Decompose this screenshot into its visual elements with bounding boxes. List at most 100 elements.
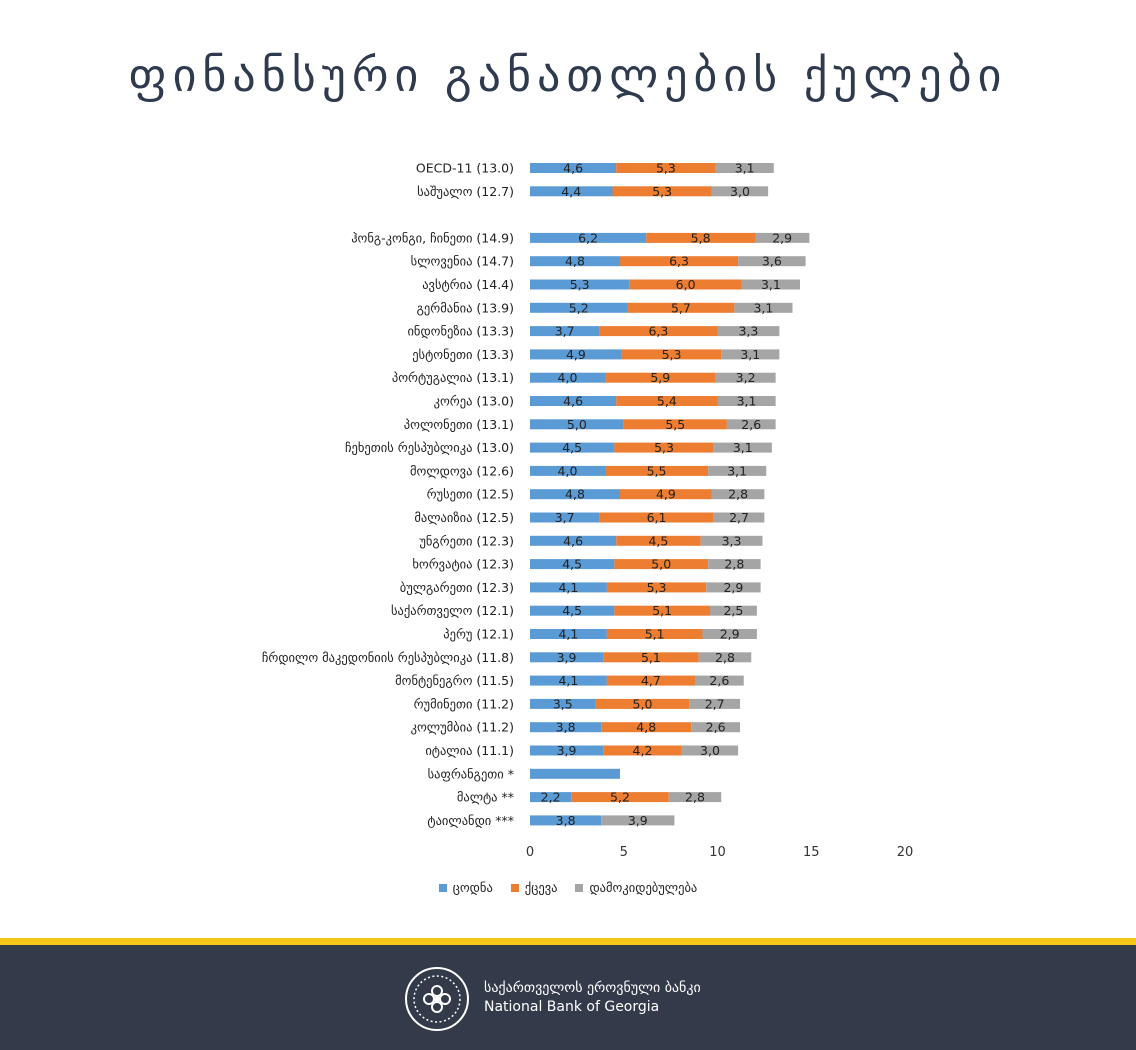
bar-segment <box>616 163 716 173</box>
data-label: 4,0 <box>558 370 578 385</box>
data-label: 4,6 <box>563 161 583 176</box>
data-label: 2,6 <box>706 720 726 735</box>
data-label: 4,8 <box>565 487 585 502</box>
data-label: 4,7 <box>641 673 661 688</box>
bar-segment <box>530 512 600 523</box>
bar-segment <box>606 675 695 686</box>
data-label: 4,6 <box>563 533 583 548</box>
category-label: ინდონეზია (13.3) <box>407 324 514 339</box>
bar-segment <box>715 163 774 173</box>
data-label: 5,0 <box>567 417 587 432</box>
category-label: საფრანგეთი * <box>428 766 514 781</box>
bar-segment <box>614 559 709 570</box>
bar-segment <box>681 745 739 756</box>
data-label: 2,8 <box>724 557 744 572</box>
bar-segment <box>710 605 757 616</box>
bar-segment <box>530 582 607 593</box>
bar-segment <box>616 535 701 546</box>
data-label: 3,9 <box>557 743 577 758</box>
data-label: 4,5 <box>562 603 582 618</box>
category-label: სლოვენია (14.7) <box>411 254 514 269</box>
data-label: 5,4 <box>657 394 677 409</box>
bar-segment <box>717 326 780 337</box>
bar-segment <box>530 768 620 779</box>
category-label: იტალია (11.1) <box>425 743 514 758</box>
data-label: 3,1 <box>753 300 773 315</box>
bar-segment <box>530 559 615 570</box>
bar-segment <box>530 465 605 476</box>
bar-segment <box>599 326 718 337</box>
bar-segment <box>530 419 624 430</box>
data-label: 6,0 <box>676 277 696 292</box>
data-label: 2,5 <box>723 603 743 618</box>
category-label: კორეა (13.0) <box>434 394 514 409</box>
x-tick-label: 5 <box>620 845 628 860</box>
data-label: 3,7 <box>555 324 575 339</box>
category-label: ჰონგ-კონგი, ჩინეთი (14.9) <box>351 230 514 245</box>
data-label: 4,8 <box>636 720 656 735</box>
data-label: 3,6 <box>762 254 782 269</box>
data-label: 3,1 <box>727 463 747 478</box>
bar-segment <box>741 279 800 290</box>
data-label: 3,1 <box>737 394 757 409</box>
bar-segment <box>530 652 604 663</box>
bar-segment <box>605 372 716 383</box>
bar-segment <box>713 442 772 453</box>
bar-segment <box>530 256 620 267</box>
bar-segment <box>755 232 810 243</box>
data-label: 4,0 <box>558 463 578 478</box>
category-label: რუმინეთი (11.2) <box>414 696 514 711</box>
data-label: 3,9 <box>557 650 577 665</box>
category-label: OECD-11 (13.0) <box>416 161 514 176</box>
category-label: მალაიზია (12.5) <box>414 510 514 525</box>
data-label: 4,1 <box>558 580 578 595</box>
bar-segment <box>530 792 572 803</box>
bar-segment <box>530 815 602 826</box>
category-label: საქართველო (12.1) <box>391 603 514 618</box>
bar-segment <box>708 559 761 570</box>
bar-segment <box>603 745 682 756</box>
bar-segment <box>713 512 765 523</box>
legend-label: ქცევა <box>524 880 558 895</box>
data-label: 3,8 <box>556 720 576 735</box>
bar-segment <box>702 629 757 639</box>
x-tick-label: 20 <box>897 845 914 860</box>
x-tick-label: 10 <box>709 845 726 860</box>
bar-segment <box>695 675 744 686</box>
bar-segment <box>627 302 735 313</box>
category-label: პოლონეთი (13.1) <box>404 417 514 432</box>
category-label: მონტენეგრო (11.5) <box>395 673 514 688</box>
data-label: 2,8 <box>715 650 735 665</box>
data-label: 3,3 <box>738 324 758 339</box>
bar-segment <box>616 396 718 406</box>
data-label: 3,2 <box>736 370 756 385</box>
bar-segment <box>530 302 628 313</box>
yellow-stripe <box>0 938 1136 945</box>
footer: საქართველოს ეროვნული ბანკი National Bank… <box>0 945 1136 1050</box>
bar-segment <box>601 722 692 733</box>
bar-segment <box>621 349 722 360</box>
data-label: 4,6 <box>563 394 583 409</box>
data-label: 4,2 <box>633 743 653 758</box>
data-label: 2,7 <box>729 510 749 525</box>
bar-segment <box>530 629 607 639</box>
x-tick-label: 15 <box>803 845 820 860</box>
category-label: პორტუგალია (13.1) <box>392 370 514 385</box>
bar-segment <box>711 489 765 500</box>
bar-segment <box>530 163 617 173</box>
bar-segment <box>646 232 755 243</box>
bar-segment <box>530 489 620 500</box>
data-label: 5,1 <box>652 603 672 618</box>
category-label: უნგრეთი (12.3) <box>419 533 514 548</box>
bar-segment <box>530 675 607 686</box>
category-label: ავსტრია (14.4) <box>422 277 514 292</box>
footer-org-name: საქართველოს ეროვნული ბანკი National Bank… <box>484 979 701 1017</box>
org-name-english: National Bank of Georgia <box>484 999 660 1015</box>
bar-segment <box>612 186 712 197</box>
bar-segment <box>595 698 690 709</box>
data-label: 4,4 <box>561 184 581 199</box>
data-label: 4,1 <box>558 627 578 642</box>
bar-segment <box>734 302 793 313</box>
category-label: რუსეთი (12.5) <box>427 487 514 502</box>
data-label: 2,9 <box>772 230 792 245</box>
